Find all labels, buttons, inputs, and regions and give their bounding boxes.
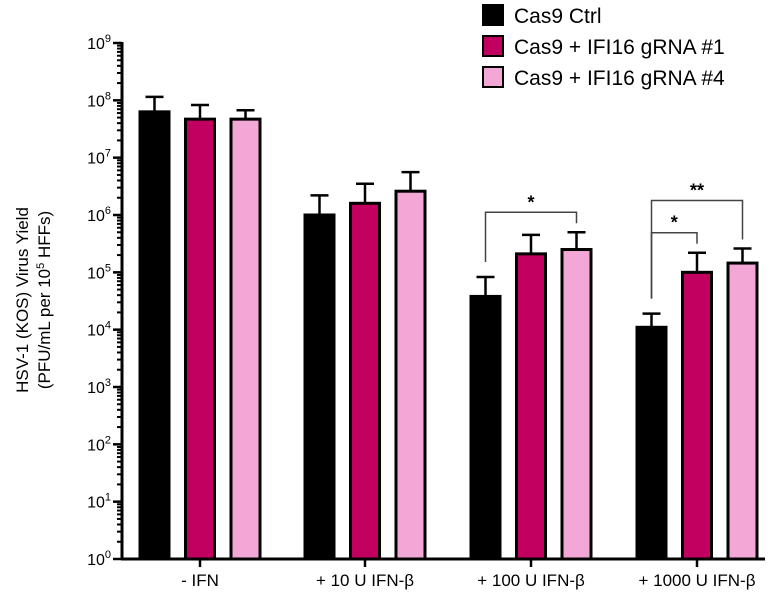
y-tick-label: 101	[87, 492, 111, 512]
y-tick-label: 103	[87, 377, 111, 397]
y-tick-label: 102	[87, 434, 111, 454]
y-axis-label-line1: HSV-1 (KOS) Virus Yield	[13, 207, 32, 393]
bar	[726, 261, 759, 561]
legend-swatch	[482, 66, 504, 88]
legend-label: Cas9 Ctrl	[514, 5, 602, 28]
y-tick-label: 108	[87, 90, 111, 110]
significance-label: **	[690, 181, 704, 201]
bar	[635, 325, 668, 561]
y-axis: 100 101 102 103 104 105 106 107 108 109	[87, 33, 124, 569]
y-axis-label: HSV-1 (KOS) Virus Yield (PFU/mL per 105 …	[13, 207, 54, 393]
bar	[560, 248, 593, 561]
bar	[394, 189, 427, 561]
bar	[469, 294, 502, 561]
bar	[184, 117, 216, 561]
bar	[303, 213, 336, 561]
bar	[138, 110, 171, 561]
y-tick-label: 104	[87, 320, 111, 340]
y-tick-label: 106	[87, 205, 111, 225]
bar	[515, 252, 547, 561]
legend-swatch	[482, 35, 504, 57]
significance-label: *	[671, 213, 678, 233]
x-tick-label: + 1000 U IFN-β	[638, 571, 755, 590]
y-tick-label: 100	[87, 549, 111, 569]
y-axis-label-line2: (PFU/mL per 105 HFFs)	[35, 211, 54, 389]
bar	[681, 270, 713, 561]
x-tick-label: + 10 U IFN-β	[316, 571, 414, 590]
bar	[229, 117, 262, 561]
significance-brackets: ****	[484, 181, 744, 299]
significance-label: *	[527, 192, 534, 212]
legend: Cas9 Ctrl Cas9 + IFI16 gRNA #1 Cas9 + IFI1…	[482, 4, 725, 90]
x-tick-label: + 100 U IFN-β	[477, 571, 585, 590]
x-tick-label: - IFN	[181, 571, 219, 590]
legend-label: Cas9 + IFI16 gRNA #1	[514, 36, 725, 59]
bar	[349, 201, 381, 561]
legend-swatch	[482, 4, 504, 26]
bars	[138, 95, 759, 561]
y-tick-label: 109	[87, 33, 111, 53]
significance-bracket	[484, 211, 578, 262]
y-tick-label: 107	[87, 148, 111, 168]
y-tick-label: 105	[87, 262, 111, 282]
x-axis: - IFN + 10 U IFN-β + 100 U IFN-β + 1000 U I…	[121, 557, 765, 590]
legend-label: Cas9 + IFI16 gRNA #4	[514, 67, 725, 90]
significance-bracket	[650, 199, 744, 299]
